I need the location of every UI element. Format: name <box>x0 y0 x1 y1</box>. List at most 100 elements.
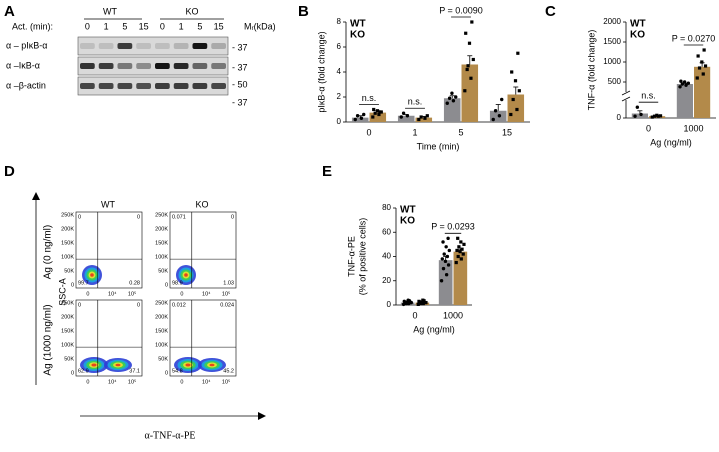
arrow-head <box>258 412 266 420</box>
data-point <box>513 79 518 83</box>
band <box>117 83 133 89</box>
annotation: P = 0.0293 <box>431 222 475 232</box>
y-tick-label: 150K <box>155 328 168 334</box>
bar <box>676 84 693 118</box>
row-label: α –IκB-α <box>6 60 40 70</box>
panel-label: E <box>322 163 332 180</box>
x-tick-label: 10⁵ <box>128 378 136 385</box>
band <box>98 63 114 69</box>
data-point <box>456 254 460 259</box>
y-tick-label: 50K <box>64 356 74 362</box>
y-tick-label: 0 <box>387 300 392 309</box>
y-tick-label: 0 <box>165 282 168 288</box>
legend-entry: WT <box>350 19 366 30</box>
y-tick-label: 150K <box>61 240 74 246</box>
quadrant-value: 0 <box>78 302 81 308</box>
bar <box>461 64 479 122</box>
data-point <box>635 105 640 109</box>
y-tick-label: 20 <box>382 276 391 285</box>
data-point <box>467 41 472 45</box>
quadrant-value: 0.28 <box>129 280 140 286</box>
band <box>155 83 170 89</box>
data-point <box>464 31 468 35</box>
blot-strip <box>77 36 229 56</box>
data-point <box>441 266 446 271</box>
data-point <box>440 257 444 261</box>
band <box>211 83 226 89</box>
data-point <box>401 111 406 115</box>
y-tick-label: 0 <box>71 282 74 288</box>
data-point <box>697 66 702 70</box>
x-tick-label: 0 <box>646 123 651 133</box>
data-point <box>460 247 464 251</box>
data-point <box>417 299 421 303</box>
data-point <box>510 70 514 74</box>
bar <box>438 260 453 305</box>
y-tick-label: 250K <box>61 300 74 306</box>
y-tick-label: 80 <box>382 203 391 212</box>
quadrant-value: 0.024 <box>220 302 234 308</box>
data-point <box>652 114 657 118</box>
flow-panel: WT KO Ag (0 ng/ml) Ag (1000 ng/ml) SSC-A… <box>32 192 266 441</box>
x-tick-label: 0 <box>86 379 89 385</box>
band <box>211 63 226 69</box>
quadrant-value: 0.012 <box>172 302 186 308</box>
band <box>136 43 151 49</box>
bar <box>453 251 468 305</box>
y-tick-label: 4 <box>337 67 342 76</box>
band <box>192 43 208 49</box>
data-point <box>419 115 423 119</box>
x-tick-label: 0 <box>366 127 371 137</box>
y-tick-label: 60 <box>382 227 391 236</box>
y-tick-label: 2 <box>337 92 342 101</box>
data-point <box>377 112 381 117</box>
y-axis-label: (% of positive cells) <box>357 218 367 296</box>
data-point <box>373 111 377 115</box>
data-point <box>454 260 458 265</box>
legend-entry: KO <box>630 30 645 41</box>
x-tick-label: 10⁵ <box>222 290 230 297</box>
mw-marker: - 50 <box>232 79 248 89</box>
band <box>80 63 95 69</box>
data-point <box>470 20 474 24</box>
lane-label: 1 <box>104 21 109 31</box>
data-point <box>417 117 421 122</box>
data-point <box>425 114 429 118</box>
data-point <box>491 117 495 122</box>
column-label: WT <box>101 199 115 209</box>
y-tick-label: 250K <box>155 212 168 218</box>
x-tick-label: 10⁵ <box>222 378 230 385</box>
data-point <box>446 236 450 241</box>
y-tick-label: 150K <box>155 240 168 246</box>
bar <box>631 113 648 118</box>
data-point <box>459 257 463 261</box>
y-tick-label: 100K <box>61 254 74 260</box>
data-point <box>446 263 451 267</box>
data-point <box>456 236 460 240</box>
density <box>115 363 121 367</box>
data-point <box>423 116 427 120</box>
data-point <box>362 112 366 117</box>
lane-label: 1 <box>179 21 184 31</box>
panel-label: A <box>4 3 15 20</box>
data-point <box>701 72 705 76</box>
quadrant-value: 54.8 <box>172 368 183 374</box>
data-point <box>463 89 467 93</box>
y-tick-label: 100K <box>155 342 168 348</box>
data-point <box>461 252 465 256</box>
data-point <box>445 254 450 259</box>
y-tick-label: 150K <box>61 328 74 334</box>
data-point <box>650 115 654 119</box>
data-point <box>500 97 504 102</box>
y-axis-label: TNF-α (fold change) <box>586 30 596 111</box>
panel-labels: A B C D E <box>4 3 556 180</box>
y-tick-label: 100K <box>61 342 74 348</box>
data-point <box>442 252 446 256</box>
data-point <box>639 112 643 117</box>
x-tick-label: 10⁵ <box>128 290 136 297</box>
band <box>80 43 95 49</box>
group-label: KO <box>185 6 198 16</box>
axis-label: SSC-A <box>57 278 67 306</box>
data-point <box>465 67 469 72</box>
data-point <box>454 95 458 99</box>
